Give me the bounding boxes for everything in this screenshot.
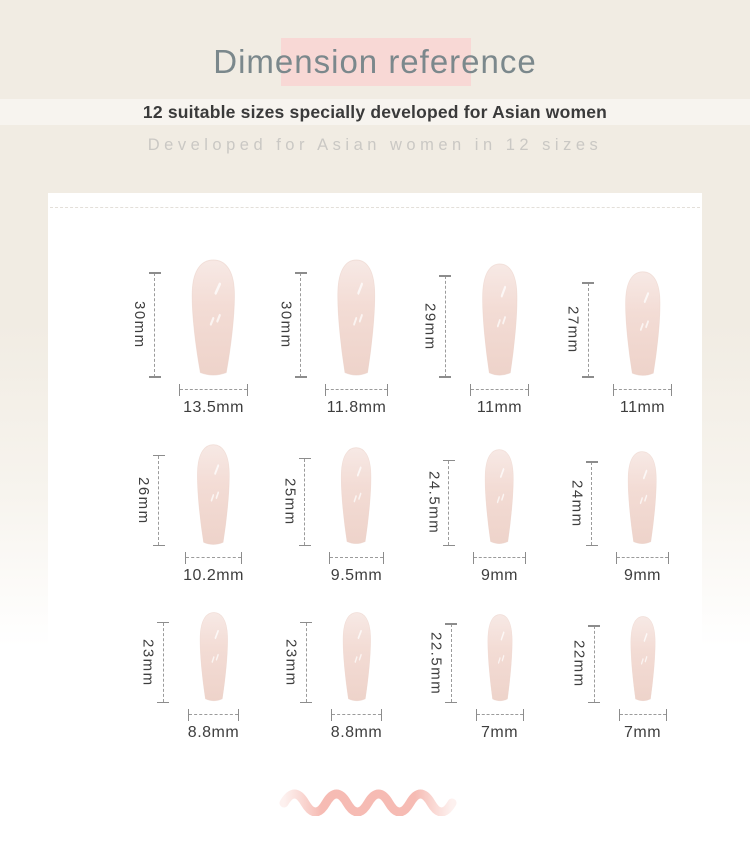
height-ruler: 24.5mm xyxy=(425,459,455,546)
width-ruler xyxy=(612,383,673,396)
nail-image xyxy=(486,613,514,702)
height-ruler-line xyxy=(148,272,161,377)
height-ruler-line xyxy=(588,625,600,703)
page-title: Dimension reference xyxy=(213,43,537,80)
height-label: 23mm xyxy=(139,638,157,687)
width-ruler xyxy=(329,552,384,565)
size-cell: 30mm 11.8mm xyxy=(261,258,404,417)
nail-image xyxy=(629,615,657,702)
height-ruler-line xyxy=(294,272,307,377)
width-label: 8.8mm xyxy=(187,724,240,742)
width-label: 9mm xyxy=(623,567,662,585)
height-ruler: 27mm xyxy=(564,282,595,378)
width-ruler xyxy=(469,383,530,396)
height-ruler: 23mm xyxy=(282,621,313,704)
height-label: 22mm xyxy=(570,640,588,688)
size-cell: 26mm 10.2mm xyxy=(118,443,261,586)
height-label: 26mm xyxy=(135,476,153,525)
height-ruler-line xyxy=(298,457,311,547)
height-label: 22.5mm xyxy=(427,631,445,695)
subtitle: 12 suitable sizes specially developed fo… xyxy=(142,102,608,122)
width-label: 7mm xyxy=(623,724,662,742)
width-ruler xyxy=(179,383,248,396)
height-label: 29mm xyxy=(421,302,439,351)
height-ruler: 24mm xyxy=(568,461,598,546)
height-ruler-line xyxy=(300,621,313,704)
size-cell: 30mm 13.5mm xyxy=(118,258,261,417)
size-cell: 25mm 9.5mm xyxy=(261,446,404,585)
nail-image xyxy=(483,448,515,545)
width-ruler xyxy=(185,552,242,565)
size-cell: 22.5mm 7mm xyxy=(404,613,547,742)
nail-image xyxy=(626,450,658,545)
height-label: 23mm xyxy=(282,638,300,687)
width-label: 8.8mm xyxy=(330,724,383,742)
height-ruler-line xyxy=(582,282,595,378)
height-ruler-line xyxy=(152,454,165,546)
size-cell: 22mm 7mm xyxy=(547,615,690,742)
height-ruler: 22.5mm xyxy=(427,623,457,703)
nail-image xyxy=(189,258,238,377)
width-label: 13.5mm xyxy=(183,398,244,416)
width-label: 10.2mm xyxy=(183,567,244,585)
height-ruler: 30mm xyxy=(277,272,307,377)
tagline: Developed for Asian women in 12 sizes xyxy=(147,136,603,154)
height-label: 27mm xyxy=(564,306,582,354)
height-ruler-line xyxy=(445,623,457,703)
height-ruler: 23mm xyxy=(139,621,170,704)
height-ruler-line xyxy=(157,621,170,704)
width-ruler xyxy=(616,552,669,565)
height-ruler: 25mm xyxy=(281,457,311,547)
nail-image xyxy=(480,262,520,377)
size-cell: 23mm 8.8mm xyxy=(261,611,404,742)
wave-decoration xyxy=(279,789,457,816)
card-top-dashed-line xyxy=(50,207,700,208)
height-label: 25mm xyxy=(281,478,299,526)
subtitle-band: 12 suitable sizes specially developed fo… xyxy=(0,99,750,125)
size-cell: 24mm 9mm xyxy=(547,450,690,585)
height-label: 30mm xyxy=(277,300,295,349)
width-label: 11mm xyxy=(619,398,666,416)
height-ruler-line xyxy=(439,275,452,378)
height-ruler-line xyxy=(585,461,598,546)
nail-image xyxy=(195,443,232,546)
height-label: 24mm xyxy=(568,479,586,528)
width-ruler xyxy=(325,383,388,396)
size-grid: 30mm 13.5mm 30mm 11.8mm 29mm xyxy=(118,258,690,742)
width-label: 9mm xyxy=(480,567,519,585)
height-ruler: 26mm xyxy=(135,454,165,546)
height-label: 30mm xyxy=(131,300,149,349)
size-cell: 27mm 11mm xyxy=(547,270,690,417)
height-ruler: 30mm xyxy=(131,272,161,377)
height-ruler: 22mm xyxy=(570,625,600,703)
nail-image xyxy=(335,258,378,377)
nail-image xyxy=(623,270,663,377)
width-label: 9.5mm xyxy=(330,567,383,585)
width-label: 11.8mm xyxy=(326,398,387,416)
width-ruler xyxy=(187,709,240,722)
size-cell: 29mm 11mm xyxy=(404,262,547,417)
nail-image xyxy=(341,611,373,702)
title-highlight xyxy=(281,38,471,86)
dimension-card: 30mm 13.5mm 30mm 11.8mm 29mm xyxy=(48,193,702,851)
height-ruler-line xyxy=(442,459,455,546)
width-label: 7mm xyxy=(480,724,519,742)
nail-image xyxy=(339,446,373,545)
height-ruler: 29mm xyxy=(421,275,452,378)
size-cell: 23mm 8.8mm xyxy=(118,611,261,742)
width-label: 11mm xyxy=(476,398,523,416)
nail-image xyxy=(198,611,230,702)
width-ruler xyxy=(618,709,667,722)
width-ruler xyxy=(473,552,526,565)
width-ruler xyxy=(475,709,524,722)
width-ruler xyxy=(330,709,383,722)
height-label: 24.5mm xyxy=(425,471,443,535)
size-cell: 24.5mm 9mm xyxy=(404,448,547,585)
